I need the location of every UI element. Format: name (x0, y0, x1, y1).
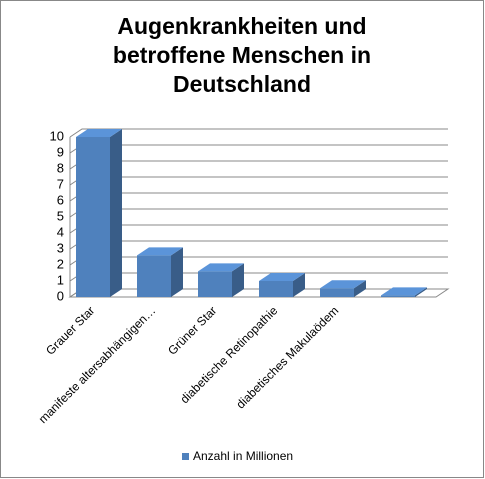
x-tick-label: Grüner Star (165, 303, 219, 357)
bar-top (76, 129, 122, 137)
y-tick-label: 9 (57, 144, 64, 159)
bar-top (137, 247, 183, 256)
grid-line (69, 176, 448, 186)
y-tick-label: 3 (57, 240, 64, 255)
legend-label: Anzahl in Millionen (193, 449, 293, 463)
bar-top (259, 273, 305, 281)
bar-side (354, 280, 366, 297)
bar-3d (137, 247, 183, 297)
bar-top (320, 280, 366, 289)
grid-line (69, 192, 448, 202)
y-tick-label: 5 (57, 208, 64, 223)
bar-side (171, 247, 183, 297)
y-tick-label: 2 (57, 256, 64, 271)
bar-3d (198, 263, 244, 297)
grid-line (69, 240, 448, 250)
bar (198, 271, 232, 297)
y-tick-label: 4 (57, 224, 64, 239)
chart-title: Augenkrankheiten und betroffene Menschen… (112, 13, 372, 97)
y-tick-label: 6 (57, 192, 64, 207)
bar-side (232, 263, 244, 297)
bar-top (381, 287, 427, 296)
bar (76, 137, 110, 297)
grid-line (69, 144, 448, 154)
grid-line (69, 224, 448, 234)
bar-top (198, 263, 244, 272)
bar-side (110, 129, 122, 297)
bar (259, 281, 293, 297)
x-tick-label: Grauer Star (43, 303, 97, 357)
x-tick-label: manifeste altersabhängigen… (36, 303, 159, 426)
grid-line (69, 208, 448, 218)
bar-3d (381, 287, 427, 297)
y-tick-label: 7 (57, 176, 64, 191)
bar-side (415, 287, 427, 297)
y-tick-label: 8 (57, 160, 64, 175)
x-tick-label: diabetisches Makulaödem (233, 303, 341, 411)
grid-line (69, 128, 448, 138)
legend-swatch (182, 453, 189, 460)
y-tick-label: 1 (57, 272, 64, 287)
bar (320, 288, 354, 297)
bar (137, 255, 171, 297)
grid-line (69, 272, 448, 282)
bar-3d (259, 273, 305, 297)
bar (381, 295, 415, 297)
grid-line (69, 256, 448, 266)
bar-3d (76, 129, 122, 297)
grid-line (69, 160, 448, 170)
y-tick-label: 10 (50, 128, 64, 143)
y-tick-label: 0 (57, 288, 64, 303)
bar-3d (320, 280, 366, 297)
